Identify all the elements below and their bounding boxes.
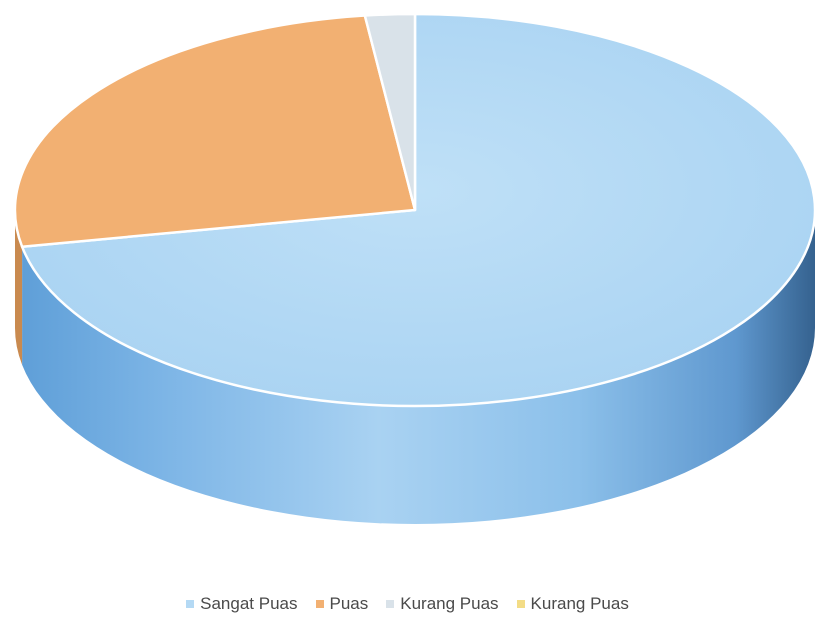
legend-label: Kurang Puas: [400, 594, 499, 613]
pie-slice-2: [13, 14, 417, 248]
chart-legend: Sangat Puas Puas Kurang Puas Kurang Puas: [0, 594, 815, 614]
legend-swatch-icon: [186, 600, 195, 608]
pie-slice-1: [20, 12, 815, 408]
legend-label: Puas: [329, 594, 369, 613]
legend-item-4: Kurang Puas: [516, 594, 629, 614]
legend-swatch-icon: [386, 600, 395, 608]
pie-side-1: [22, 210, 815, 524]
legend-label: Sangat Puas: [200, 594, 298, 613]
legend-label: Kurang Puas: [530, 594, 629, 613]
pie-slice-3: [363, 12, 417, 212]
legend-item-2: Puas: [315, 594, 369, 614]
pie-side-2: [15, 210, 23, 365]
pie-side-layer: [15, 210, 815, 524]
legend-swatch-icon: [315, 600, 324, 608]
legend-item-3: Kurang Puas: [386, 594, 499, 614]
legend-swatch-icon: [516, 600, 525, 608]
legend-item-1: Sangat Puas: [186, 594, 298, 614]
pie-top-layer: [13, 12, 815, 408]
